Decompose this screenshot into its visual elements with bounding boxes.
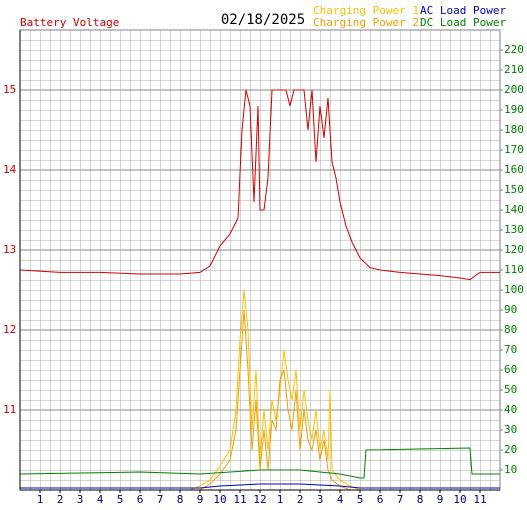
y2-tick-label: 150 (504, 183, 524, 196)
y2-tick-label: 210 (504, 63, 524, 76)
y-tick-label: 15 (3, 83, 16, 96)
x-tick-label: 2 (297, 493, 304, 506)
x-tick-label: 6 (137, 493, 144, 506)
x-tick-label: 5 (117, 493, 124, 506)
y2-tick-label: 60 (504, 363, 517, 376)
y2-tick-label: 160 (504, 163, 524, 176)
x-tick-label: 10 (213, 493, 226, 506)
series-line (20, 289, 500, 491)
y-axis-label: Battery Voltage (20, 16, 119, 29)
y2-tick-label: 190 (504, 103, 524, 116)
x-tick-label: 3 (317, 493, 324, 506)
legend-entry: Charging Power 2 (313, 16, 419, 29)
y2-tick-label: 170 (504, 143, 524, 156)
x-tick-label: 7 (397, 493, 404, 506)
y-tick-label: 12 (3, 323, 16, 336)
plot-area (19, 29, 501, 491)
x-tick-label: 2 (57, 493, 64, 506)
x-tick-label: 4 (97, 493, 104, 506)
x-tick-label: 8 (417, 493, 424, 506)
x-tick-label: 8 (177, 493, 184, 506)
y2-tick-label: 10 (504, 463, 517, 476)
x-tick-label: 10 (453, 493, 466, 506)
y2-tick-label: 140 (504, 203, 524, 216)
y2-tick-label: 90 (504, 303, 517, 316)
legend-entry: DC Load Power (420, 16, 506, 29)
y2-tick-label: 50 (504, 383, 517, 396)
legend-entry: AC Load Power (420, 4, 506, 17)
x-tick-label: 5 (357, 493, 364, 506)
x-tick-label: 12 (253, 493, 266, 506)
y-tick-label: 13 (3, 243, 16, 256)
x-tick-label: 4 (337, 493, 344, 506)
x-tick-label: 6 (377, 493, 384, 506)
y2-tick-label: 30 (504, 423, 517, 436)
y2-tick-label: 100 (504, 283, 524, 296)
y2-tick-label: 80 (504, 323, 517, 336)
y2-tick-label: 200 (504, 83, 524, 96)
chart-title: 02/18/2025 (221, 12, 305, 28)
x-tick-label: 11 (473, 493, 486, 506)
y2-tick-label: 120 (504, 243, 524, 256)
y-tick-label: 14 (3, 163, 17, 176)
x-tick-label: 9 (197, 493, 204, 506)
x-tick-label: 7 (157, 493, 164, 506)
x-tick-label: 11 (233, 493, 246, 506)
y2-tick-label: 110 (504, 263, 524, 276)
y2-tick-label: 20 (504, 443, 517, 456)
y-tick-label: 11 (3, 403, 16, 416)
x-tick-label: 3 (77, 493, 84, 506)
y2-tick-label: 180 (504, 123, 524, 136)
legend-entry: Charging Power 1 (313, 4, 419, 17)
series-line (20, 483, 500, 489)
series-line (19, 89, 500, 281)
series-line (19, 447, 500, 479)
x-tick-label: 9 (437, 493, 444, 506)
x-tick-label: 1 (37, 493, 44, 506)
x-tick-label: 1 (277, 493, 284, 506)
y2-tick-label: 220 (504, 43, 524, 56)
y2-tick-label: 40 (504, 403, 517, 416)
y2-tick-label: 130 (504, 223, 524, 236)
series-line (20, 309, 500, 491)
y2-tick-label: 70 (504, 343, 517, 356)
